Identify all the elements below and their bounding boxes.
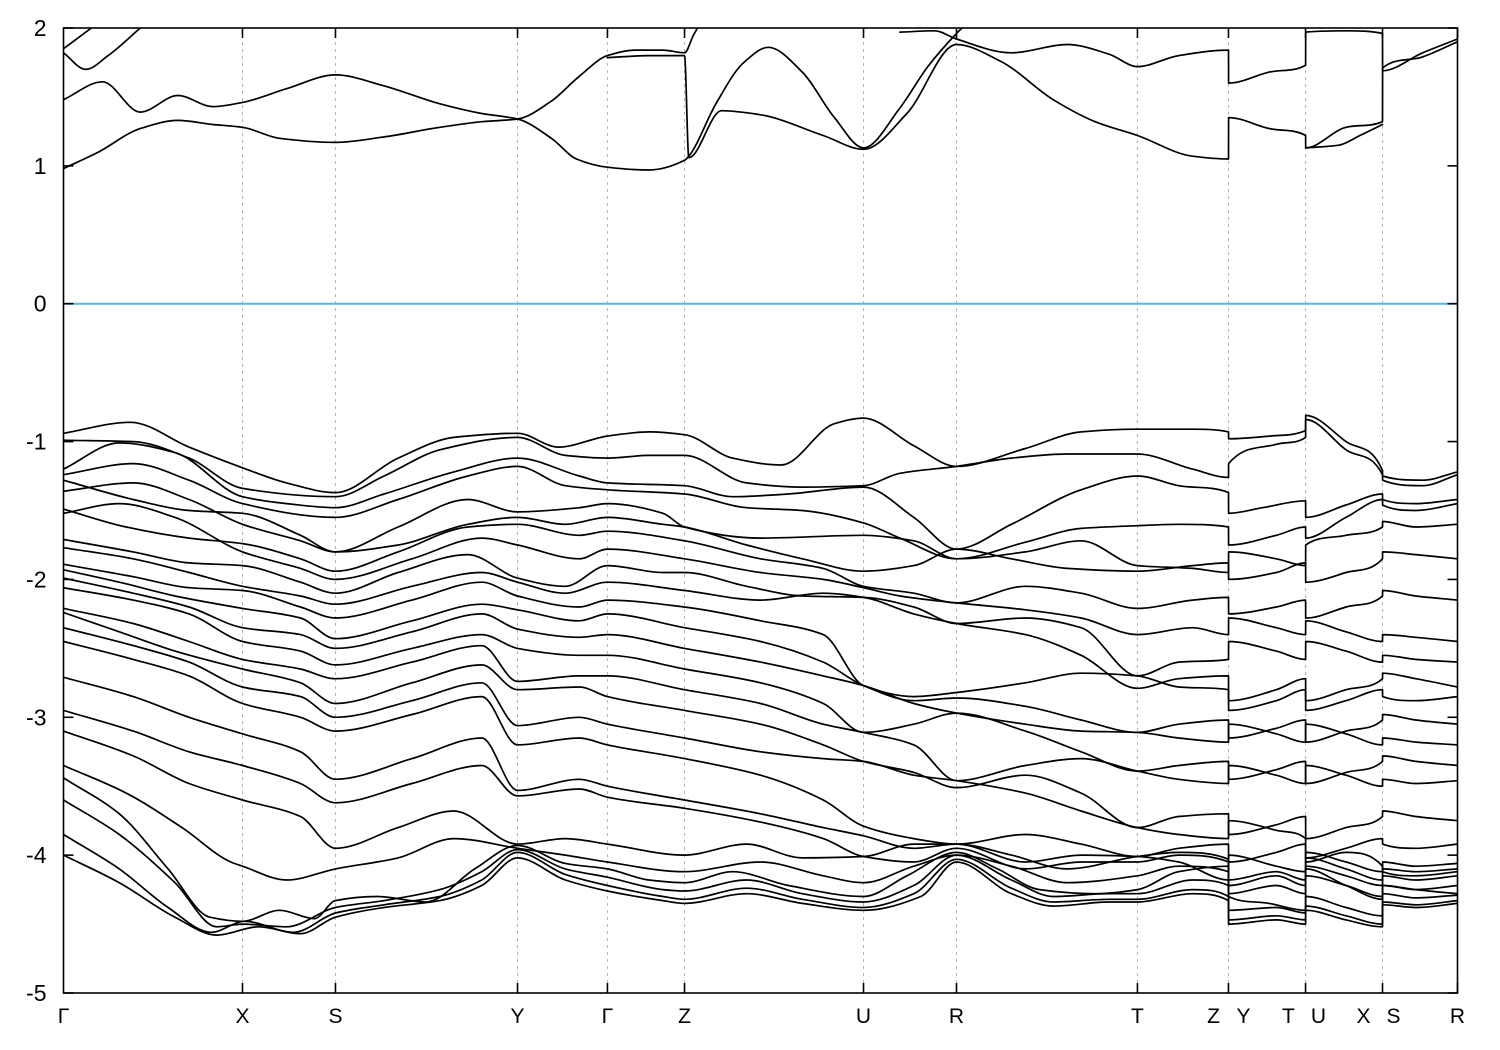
band — [63, 626, 1458, 859]
x-tick-label: Z — [678, 1005, 691, 1028]
band — [63, 502, 1458, 643]
band — [63, 27, 699, 170]
band — [63, 508, 1458, 619]
band — [63, 414, 1458, 494]
band — [63, 730, 1458, 881]
plot-border — [62, 27, 1459, 994]
plot-frame — [62, 27, 1459, 994]
y-tick-label: 0 — [34, 291, 47, 317]
band — [63, 854, 1458, 936]
y-tick-label: -2 — [26, 566, 46, 592]
y-tick-label: -3 — [26, 704, 46, 730]
gridlines — [241, 28, 1384, 993]
band — [63, 611, 1458, 840]
x-tick-label: T — [1131, 1005, 1144, 1028]
band — [63, 563, 1458, 712]
band — [63, 676, 1458, 881]
band — [63, 833, 1458, 934]
band — [1304, 123, 1384, 149]
x-tick-label: S — [328, 1005, 342, 1028]
band — [63, 538, 1458, 677]
band — [63, 27, 964, 171]
band — [63, 442, 1458, 550]
band — [63, 462, 1458, 560]
band — [63, 607, 1458, 788]
band — [63, 709, 1458, 887]
x-tick-label: R — [1450, 1005, 1465, 1028]
x-tick-label: T — [1282, 1005, 1295, 1028]
band-curves — [63, 27, 1458, 936]
x-tick-label: Γ — [602, 1005, 614, 1028]
y-tick-label: -1 — [26, 429, 46, 455]
band — [63, 27, 143, 71]
x-tick-label: X — [235, 1005, 249, 1028]
x-tick-label: Y — [1237, 1005, 1251, 1028]
y-tick-label: 1 — [34, 153, 47, 179]
x-tick-label: U — [856, 1005, 871, 1028]
band — [606, 40, 1458, 160]
y-tick-label: -4 — [26, 842, 47, 868]
y-tick-label: -5 — [26, 980, 46, 1006]
band — [63, 546, 1458, 702]
band — [63, 482, 1458, 584]
band — [63, 568, 1458, 743]
band — [63, 577, 1458, 746]
band — [63, 764, 1458, 898]
band — [63, 640, 1458, 877]
x-tick-label: Γ — [58, 1005, 70, 1028]
band — [63, 418, 1458, 498]
x-tick-label: Y — [511, 1005, 525, 1028]
band — [63, 586, 1458, 785]
x-tick-label: S — [1387, 1005, 1401, 1028]
axis-ticks — [63, 27, 1459, 994]
band — [899, 29, 1458, 84]
x-tick-label: R — [949, 1005, 964, 1028]
band — [63, 777, 1458, 923]
x-tick-label: X — [1357, 1005, 1371, 1028]
band — [63, 479, 1458, 574]
y-axis-tick-labels: 2 1 0 -1 -2 -3 -4 -5 — [26, 15, 47, 1006]
band — [63, 27, 94, 50]
band — [63, 799, 1458, 928]
x-tick-label: Z — [1207, 1005, 1220, 1028]
y-tick-label: 2 — [34, 15, 47, 41]
x-tick-label: U — [1311, 1005, 1326, 1028]
